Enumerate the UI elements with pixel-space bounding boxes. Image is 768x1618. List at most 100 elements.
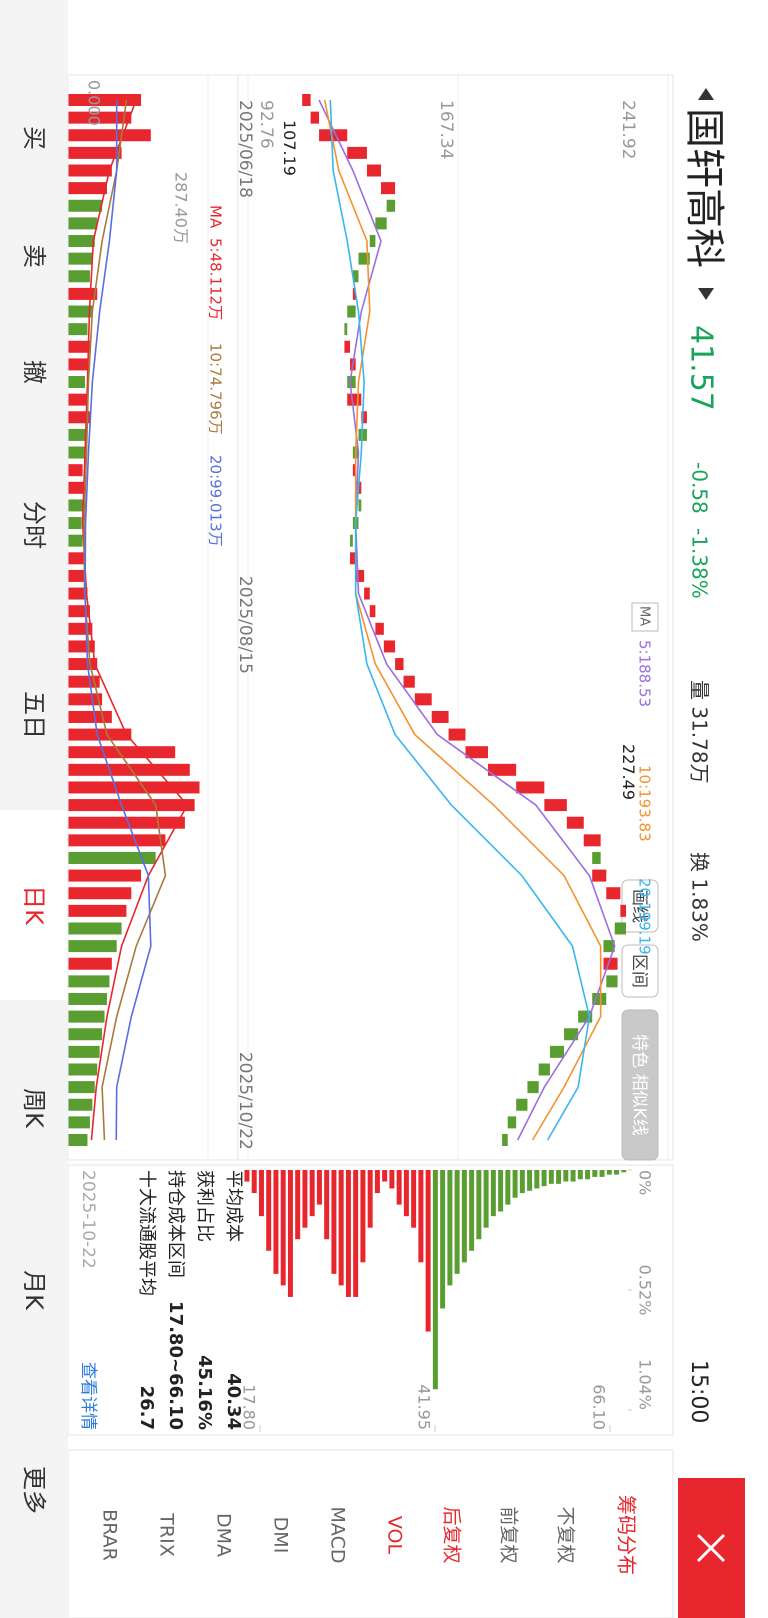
chip-info-label: 持仓成本区间 — [165, 1170, 186, 1278]
tool-button[interactable] — [621, 1009, 659, 1161]
indicator-item[interactable]: VOL — [384, 1516, 406, 1555]
chip-bar — [353, 1170, 359, 1297]
candle — [347, 376, 356, 389]
candle — [431, 710, 449, 723]
price: 41.57 — [684, 325, 719, 411]
candle — [516, 1098, 528, 1111]
candle — [350, 552, 356, 565]
chip-bar — [360, 1170, 366, 1263]
ma-line — [329, 99, 591, 1141]
volume-bar — [68, 869, 142, 882]
volume-bar — [68, 1081, 95, 1094]
volume-bar — [68, 428, 87, 441]
chip-bar — [266, 1170, 272, 1251]
indicator-item[interactable]: BRAR — [99, 1509, 121, 1561]
tab[interactable]: 买 — [20, 126, 48, 150]
chip-bar — [490, 1170, 496, 1217]
tab-bar — [0, 0, 68, 1618]
tab[interactable]: 分时 — [20, 501, 48, 549]
volume-bar — [68, 146, 122, 159]
candle — [375, 622, 384, 635]
ma-legend: 5:188.53 — [636, 640, 654, 707]
chip-bar — [469, 1170, 475, 1251]
volume-bar — [67, 887, 132, 900]
volume-bar — [67, 164, 112, 177]
candle — [381, 182, 396, 195]
candle — [344, 323, 348, 336]
candle — [592, 869, 607, 882]
chip-bar — [367, 1170, 373, 1228]
volume-bar — [68, 235, 95, 248]
volume-bar — [68, 569, 86, 582]
tab[interactable]: 更多 — [20, 1466, 48, 1514]
indicator-item[interactable]: DMI — [270, 1517, 292, 1554]
chip-bar — [505, 1170, 511, 1205]
volume-bar — [67, 552, 84, 565]
chip-bar — [556, 1170, 562, 1184]
chip-bar — [309, 1170, 315, 1217]
volume-bar — [67, 129, 151, 142]
volume-bar — [67, 728, 132, 741]
volume-bar — [67, 710, 112, 723]
volume-bar — [68, 675, 100, 688]
chip-bar — [432, 1170, 438, 1390]
candle — [516, 781, 545, 794]
ma-menu-box[interactable] — [631, 602, 659, 632]
chip-y-label: 66.10 — [590, 1384, 609, 1430]
volume-ma-legend: 10:74.796万 — [207, 343, 225, 435]
tool-button[interactable] — [621, 944, 659, 998]
chip-bar — [498, 1170, 504, 1212]
volume-tick-label: 287.40万 — [172, 172, 191, 244]
tab[interactable]: 卖 — [20, 244, 48, 268]
tab[interactable]: 撤 — [20, 360, 48, 384]
next-arrow[interactable] — [698, 288, 714, 300]
ma-menu: MA — [637, 606, 652, 626]
candle — [302, 94, 311, 106]
indicator-item[interactable]: 前复权 — [498, 1506, 520, 1563]
chip-bar — [599, 1170, 605, 1177]
volume-bar — [68, 446, 86, 459]
indicator-item[interactable]: TRIX — [156, 1512, 178, 1556]
tab[interactable]: 周K — [20, 1088, 48, 1129]
chip-x-label: 1.04% — [636, 1359, 655, 1410]
chip-bar — [316, 1170, 322, 1205]
candle — [347, 305, 356, 318]
volume: 量 31.78万 — [688, 680, 712, 784]
prev-arrow[interactable] — [698, 88, 714, 100]
volume-bar — [67, 1063, 98, 1076]
indicator-item[interactable]: 后复权 — [441, 1506, 463, 1563]
ma-line — [323, 99, 602, 1141]
tool-button-label: 区间 — [629, 954, 649, 988]
y-tick-label: 241.92 — [618, 100, 638, 159]
volume-bar — [68, 252, 93, 265]
chip-info-value: 26.7 — [136, 1386, 157, 1430]
tab[interactable]: 日K — [20, 885, 48, 926]
indicator-item[interactable]: DMA — [213, 1513, 235, 1557]
volume-bar — [67, 464, 83, 477]
chip-info-label: 十大流通股平均 — [136, 1170, 157, 1296]
volume-bar — [68, 640, 95, 653]
chip-bar — [382, 1170, 388, 1182]
chip-info-label: 获利占比 — [194, 1170, 215, 1242]
volume-bar — [68, 94, 142, 106]
candle — [544, 799, 567, 812]
chip-bar — [345, 1170, 351, 1297]
tab[interactable]: 五日 — [20, 691, 48, 739]
chip-bar — [614, 1170, 620, 1175]
indicator-title[interactable]: 筹码分布 — [615, 1495, 639, 1575]
x-tick-label: 2025/06/18 — [235, 100, 255, 198]
chip-detail[interactable]: 查看详情 — [78, 1362, 98, 1430]
indicator-item[interactable]: MACD — [327, 1507, 349, 1564]
tool-button-label: 特色 相似K线 — [629, 1034, 649, 1136]
indicator-item[interactable]: 不复权 — [555, 1506, 577, 1563]
tab[interactable]: 月K — [20, 1270, 48, 1311]
low-label: 107.19 — [280, 120, 299, 176]
volume-bar — [68, 517, 82, 530]
volume-bar — [67, 781, 200, 794]
candle — [347, 146, 367, 159]
chip-bar — [512, 1170, 518, 1198]
volume-bar — [67, 940, 117, 953]
chip-bar — [374, 1170, 380, 1194]
candle — [403, 675, 415, 688]
